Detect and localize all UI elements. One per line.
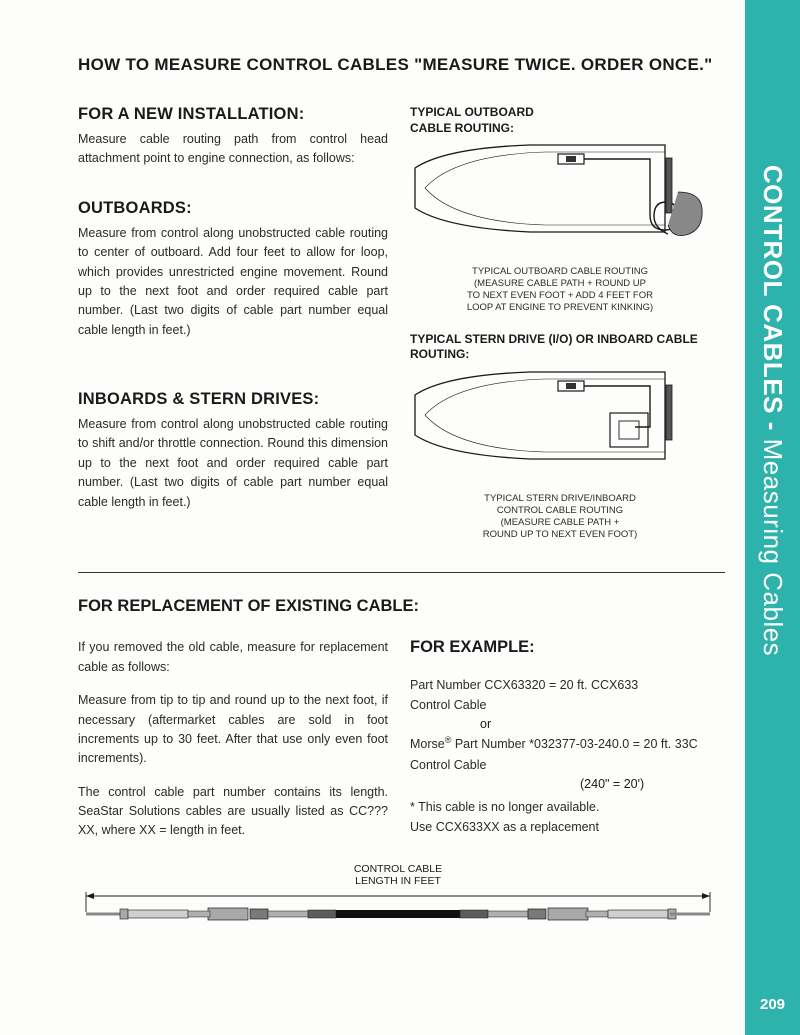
diagram-caption-stern: TYPICAL STERN DRIVE/INBOARD CONTROL CABL…: [410, 493, 710, 541]
section-body: Measure from control along unobstructed …: [78, 415, 388, 512]
left-column: FOR A NEW INSTALLATION: Measure cable ro…: [78, 105, 388, 558]
cable-label: CONTROL CABLE LENGTH IN FEET: [78, 863, 718, 888]
sidebar-title: CONTROL CABLES - Measuring Cables: [745, 90, 800, 730]
morse-part: Part Number *032377-03-240.0 = 20 ft. 33…: [451, 738, 697, 752]
example-line1a: Part Number CCX63320 = 20 ft. CCX633: [410, 675, 710, 695]
right-column-lower: FOR EXAMPLE: Part Number CCX63320 = 20 f…: [410, 638, 710, 854]
example-line1b: Control Cable: [410, 695, 710, 715]
sidebar-title-bold: CONTROL CABLES: [758, 164, 788, 413]
replacement-title: FOR REPLACEMENT OF EXISTING CABLE:: [78, 597, 725, 616]
section-body: Measure cable routing path from control …: [78, 130, 388, 169]
section-body: Measure from control along unobstructed …: [78, 224, 388, 340]
section-title: OUTBOARDS:: [78, 199, 388, 218]
stern-diagram: [410, 367, 705, 487]
divider: [78, 572, 725, 573]
sidebar-tab: CONTROL CABLES - Measuring Cables 209: [745, 0, 800, 1035]
example-title: FOR EXAMPLE:: [410, 638, 710, 657]
example-or: or: [480, 717, 710, 731]
morse-name: Morse: [410, 738, 445, 752]
diagram-title-outboard: TYPICAL OUTBOARD CABLE ROUTING:: [410, 105, 710, 136]
section-inboards: INBOARDS & STERN DRIVES: Measure from co…: [78, 390, 388, 512]
cable-figure: CONTROL CABLE LENGTH IN FEET: [78, 863, 718, 935]
right-column: TYPICAL OUTBOARD CABLE ROUTING:: [410, 105, 710, 558]
sidebar-title-light: Measuring Cables: [758, 438, 788, 656]
example-note1: * This cable is no longer available.: [410, 797, 710, 817]
diagram-title-stern: TYPICAL STERN DRIVE (I/O) OR INBOARD CAB…: [410, 332, 710, 363]
sidebar-title-sep: -: [758, 414, 788, 439]
replacement-p3: The control cable part number contains i…: [78, 783, 388, 841]
upper-columns: FOR A NEW INSTALLATION: Measure cable ro…: [78, 105, 725, 558]
example-dim: (240" = 20'): [580, 777, 710, 791]
section-new-install: FOR A NEW INSTALLATION: Measure cable ro…: [78, 105, 388, 169]
example-note2: Use CCX633XX as a replacement: [410, 817, 710, 837]
replacement-p1: If you removed the old cable, measure fo…: [78, 638, 388, 677]
replacement-p2: Measure from tip to tip and round up to …: [78, 691, 388, 769]
page-number: 209: [745, 996, 800, 1013]
page-content: HOW TO MEASURE CONTROL CABLES "MEASURE T…: [0, 0, 745, 1035]
section-title: INBOARDS & STERN DRIVES:: [78, 390, 388, 409]
left-column-lower: If you removed the old cable, measure fo…: [78, 638, 388, 854]
example-line2c: Control Cable: [410, 755, 710, 775]
diagram-caption-outboard: TYPICAL OUTBOARD CABLE ROUTING (MEASURE …: [410, 266, 710, 314]
section-outboards: OUTBOARDS: Measure from control along un…: [78, 199, 388, 340]
outboard-diagram: [410, 140, 705, 260]
lower-columns: If you removed the old cable, measure fo…: [78, 638, 725, 854]
example-line2: Morse® Part Number *032377-03-240.0 = 20…: [410, 733, 710, 754]
main-title: HOW TO MEASURE CONTROL CABLES "MEASURE T…: [78, 55, 725, 75]
cable-diagram: [78, 890, 718, 930]
section-title: FOR A NEW INSTALLATION:: [78, 105, 388, 124]
